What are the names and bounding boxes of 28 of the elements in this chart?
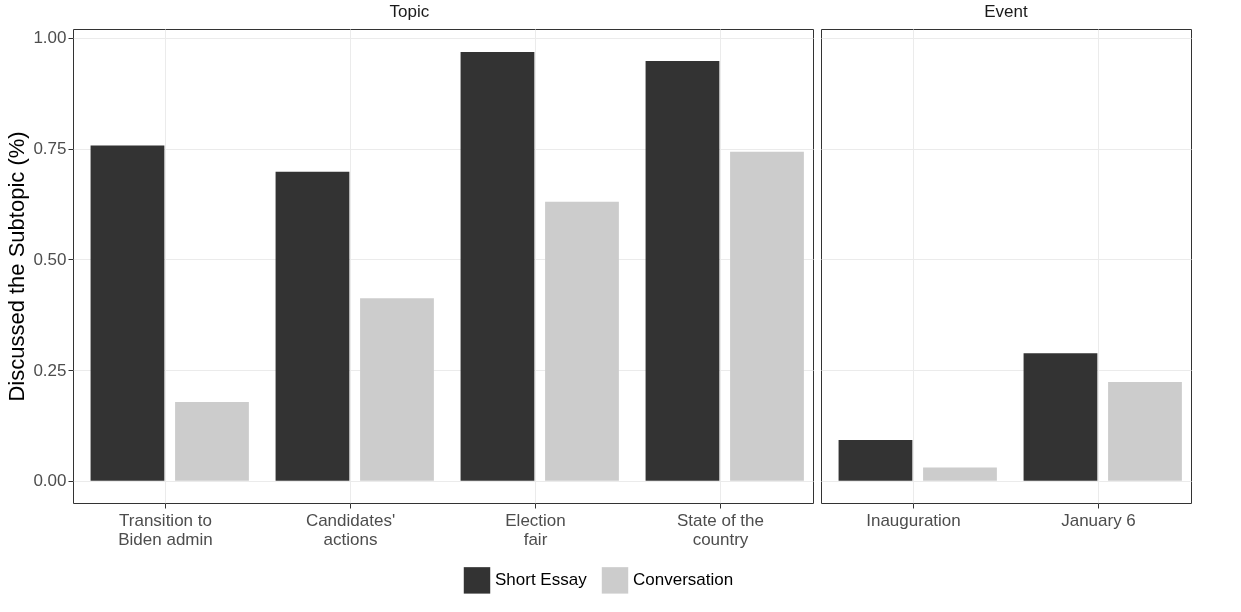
x-tick-label: State of the country xyxy=(677,510,764,549)
y-tick-label: 0.00 xyxy=(33,471,67,491)
bar xyxy=(275,171,350,481)
bar xyxy=(175,402,249,481)
bar xyxy=(545,201,619,481)
y-tick-label: 1.00 xyxy=(33,28,67,48)
legend-label: Short Essay xyxy=(495,570,588,590)
bar xyxy=(838,440,913,481)
x-tick-label: Election fair xyxy=(505,510,566,549)
legend-label: Conversation xyxy=(633,570,734,590)
bar xyxy=(460,52,535,481)
bar xyxy=(1023,353,1098,481)
y-tick-label: 0.50 xyxy=(33,249,67,269)
y-axis-title: Discussed the Subtopic (%) xyxy=(4,131,30,402)
x-tick-label: Inauguration xyxy=(866,510,961,530)
bar xyxy=(360,298,434,481)
bar xyxy=(90,145,165,481)
bar xyxy=(730,151,804,481)
chart-title: Event xyxy=(984,2,1029,21)
x-tick-label: Candidates' actions xyxy=(305,510,396,549)
bar xyxy=(923,467,997,481)
x-tick-label: January 6 xyxy=(1061,510,1136,530)
y-tick-label: 0.75 xyxy=(33,139,67,159)
y-tick-label: 0.25 xyxy=(33,360,67,380)
bar xyxy=(645,60,720,481)
bar xyxy=(1108,382,1182,481)
x-tick-label: Transition to Biden admin xyxy=(118,510,213,549)
chart-title: Topic xyxy=(389,1,430,21)
